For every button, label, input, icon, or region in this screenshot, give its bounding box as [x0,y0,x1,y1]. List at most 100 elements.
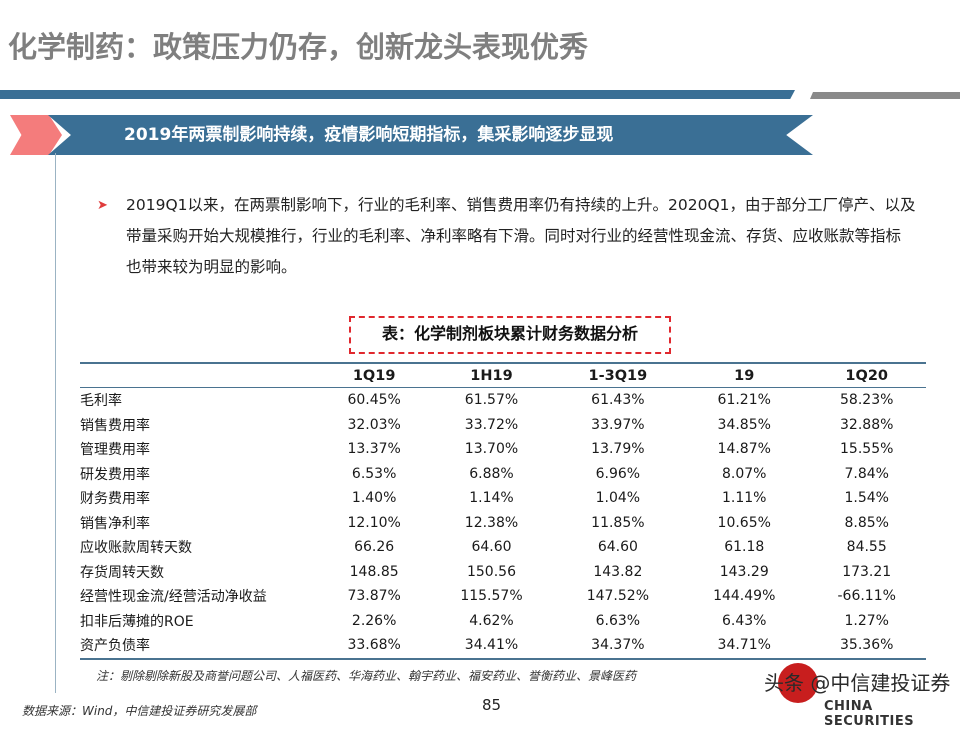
column-header: 1Q20 [845,367,888,384]
table-cell: 61.57% [464,392,519,409]
row-label: 应收账款周转天数 [80,540,192,557]
table-cell: 115.57% [460,588,523,605]
table-cell: 8.07% [721,465,767,482]
table-cell: 148.85 [349,563,399,580]
column-header: 19 [734,367,755,384]
row-label: 销售费用率 [80,417,150,434]
table-cell: 8.85% [844,514,889,531]
table-cell: 1.27% [844,612,889,629]
row-label: 销售净利率 [80,515,150,532]
table-cell: 173.21 [842,563,892,580]
logo-english-text: CHINA SECURITIES [824,699,915,729]
table-cell: 143.29 [719,563,769,580]
table-cell: 34.71% [717,637,771,654]
table-row: 经营性现金流/经营活动净收益 73.87% 115.57% 147.52% 144.49… [80,584,926,609]
caption-dashed-border [349,316,671,354]
table-cell: 13.70% [464,441,519,458]
table-note: 注：剔除剔除新股及商誉问题公司、人福医药、华海药业、翰宇药业、福安药业、誉衡药业… [96,669,637,683]
table-cell: 12.10% [347,514,401,531]
table-row: 销售费用率 32.03% 33.72% 33.97% 34.85% 32.88% [80,413,926,438]
table-cell: 61.21% [717,392,771,409]
table-cell: 13.79% [591,441,645,458]
table-cell: 13.37% [347,441,401,458]
column-header: 1Q19 [352,367,396,384]
table-cell: 32.88% [840,416,894,433]
table-row: 资产负债率 33.68% 34.41% 34.37% 34.71% 35.36% [80,633,926,659]
row-label: 财务费用率 [80,491,150,508]
section-heading: 2019年两票制影响持续，疫情影响短期指标，集采影响逐步显现 [124,125,614,145]
table-cell: 1.40% [351,490,397,507]
table-cell: 1.54% [844,490,889,507]
row-label: 毛利率 [80,393,122,410]
table-cell: 144.49% [713,588,776,605]
table-cell: 10.65% [717,514,771,531]
table-row: 销售净利率 12.10% 12.38% 11.85% 10.65% 8.85% [80,511,926,536]
table-cell: 34.85% [717,416,771,433]
table-cell: 143.82 [593,563,643,580]
table-cell: 33.72% [464,416,519,433]
table-row: 毛利率 60.45% 61.57% 61.43% 61.21% 58.23% [80,388,926,413]
watermark-text: 头条 @中信建投证券 [764,671,951,695]
table-row: 扣非后薄摊的ROE 2.26% 4.62% 6.63% 6.43% 1.27% [80,609,926,634]
table-cell: 7.84% [844,465,889,482]
table-cell: 58.23% [840,392,894,409]
column-header: 1H19 [470,367,513,384]
table-row: 应收账款周转天数 66.26 64.60 64.60 61.18 84.55 [80,535,926,560]
table-cell: 147.52% [586,588,649,605]
table-row: 研发费用率 6.53% 6.88% 6.96% 8.07% 7.84% [80,462,926,487]
logo-seal-icon [778,663,818,703]
row-label: 存货周转天数 [80,564,164,581]
table-cell: 1.04% [595,490,641,507]
table-cell: 33.97% [591,416,645,433]
table-cell: 32.03% [347,416,401,433]
table-cell: 1.14% [469,490,514,507]
table-row: 管理费用率 13.37% 13.70% 13.79% 14.87% 15.55% [80,437,926,462]
ribbon-chevron [10,115,62,155]
table-cell: 6.96% [595,465,641,482]
column-header [80,363,320,388]
table-cell: 64.60 [471,539,512,556]
left-guide-line [55,153,56,693]
table-cell: 6.53% [351,465,397,482]
table-cell: 1.11% [721,490,767,507]
table-cell: 6.63% [595,612,641,629]
table-cell: 73.87% [347,588,401,605]
table-cell: 61.43% [591,392,645,409]
table-caption: 表：化学制剂板块累计财务数据分析 [381,324,638,343]
row-label: 管理费用率 [80,442,150,459]
summary-paragraph: 2019Q1以来，在两票制影响下，行业的毛利率、销售费用率仍有持续的上升。202… [126,196,916,276]
table-header-row: 1Q19 1H19 1-3Q19 19 1Q20 [80,363,926,388]
data-source: 数据来源：Wind，中信建投证券研究发展部 [22,704,257,718]
row-label: 资产负债率 [80,638,150,655]
table-cell: 34.37% [591,637,645,654]
table-row: 财务费用率 1.40% 1.14% 1.04% 1.11% 1.54% [80,486,926,511]
arrow-bullet-icon: ➤ [97,198,108,213]
table-cell: 84.55 [846,539,887,556]
financial-table: 1Q19 1H19 1-3Q19 19 1Q20 毛利率 60.45% 61.57%… [80,362,926,660]
table-cell: 6.43% [721,612,767,629]
table-cell: 35.36% [840,637,894,654]
title-underline-gray [810,92,960,99]
table-cell: 4.62% [469,612,514,629]
table-cell: 64.60 [597,539,638,556]
section-ribbon [48,115,813,155]
table-cell: 66.26 [354,539,395,556]
table-cell: 34.41% [464,637,519,654]
table-cell: 60.45% [347,392,401,409]
table-cell: 2.26% [351,612,397,629]
table-cell: 6.88% [469,465,514,482]
table-cell: 61.18 [724,539,765,556]
page-number: 85 [482,696,502,714]
title-underline-blue [0,90,795,99]
page-title: 化学制药：政策压力仍存，创新龙头表现优秀 [8,30,589,64]
table-row: 存货周转天数 148.85 150.56 143.82 143.29 173.21 [80,560,926,585]
table-cell: 14.87% [717,441,771,458]
table-cell: 15.55% [840,441,894,458]
column-header: 1-3Q19 [588,367,648,384]
table-cell: 150.56 [466,563,516,580]
row-label: 经营性现金流/经营活动净收益 [80,589,267,606]
table-cell: 12.38% [464,514,519,531]
table-cell: -66.11% [837,588,896,605]
table-cell: 11.85% [591,514,645,531]
row-label: 研发费用率 [80,466,150,483]
